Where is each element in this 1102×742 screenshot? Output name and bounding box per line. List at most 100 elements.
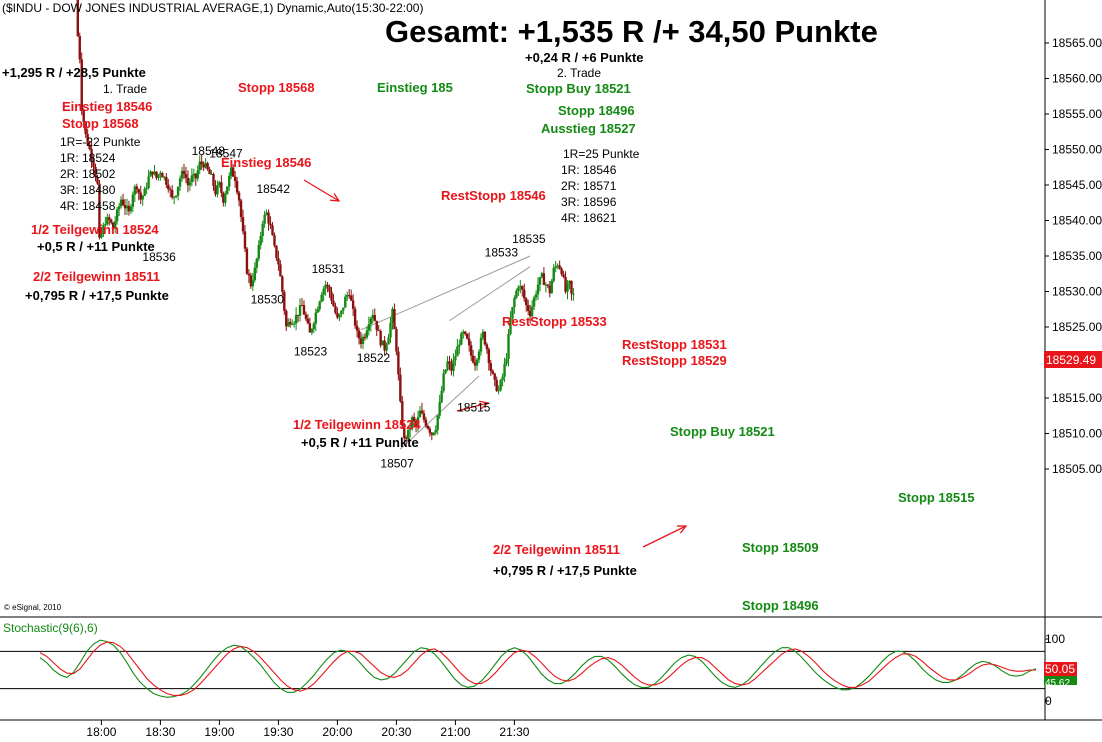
candle-body: [155, 171, 158, 178]
candle-body: [397, 351, 400, 375]
candle-body: [263, 214, 266, 224]
candle-body: [428, 428, 432, 433]
candle-body: [108, 217, 111, 220]
candle-body: [525, 298, 528, 306]
stoch-series-k: [39, 639, 1037, 698]
candle-body: [180, 170, 184, 179]
candle-body: [375, 320, 378, 331]
candle-body: [552, 267, 555, 281]
candle-body: [133, 186, 137, 195]
pivot-label: 18542: [257, 182, 291, 196]
candle-body: [418, 410, 422, 418]
candle-body: [336, 312, 339, 318]
pivot-label: 18531: [312, 262, 346, 276]
candle-body: [125, 205, 129, 209]
candle-body: [143, 188, 146, 196]
candle-body: [369, 318, 373, 325]
candle-body: [102, 225, 105, 235]
candle-body: [452, 360, 455, 371]
candle-body: [98, 183, 101, 238]
candle-body: [363, 336, 367, 338]
candle-body: [110, 219, 113, 223]
candle-body: [196, 170, 199, 179]
candle-body: [90, 148, 93, 161]
candle-body: [371, 315, 375, 319]
candle-body: [296, 314, 300, 316]
stoch-series-d: [39, 641, 1036, 696]
candle-body: [548, 285, 552, 294]
current-price: 18529.49: [1046, 353, 1096, 367]
candle-body: [218, 182, 221, 186]
candle-body: [84, 121, 87, 134]
candle-body: [127, 205, 131, 212]
candle-body: [184, 174, 188, 178]
t1-r: 1R=-22 Punkte: [60, 135, 141, 149]
candle-body: [349, 295, 353, 301]
candle-body: [497, 390, 500, 392]
candle-body: [334, 306, 337, 313]
candle-body: [434, 429, 437, 433]
pivot-label: 18548: [192, 144, 226, 158]
candle-body: [113, 221, 117, 229]
candle-body: [106, 217, 109, 225]
candle-body: [391, 308, 394, 323]
candle-body: [342, 307, 345, 311]
candle-body: [395, 329, 398, 352]
candle-body: [167, 184, 170, 190]
stoch-ticks: 0 100: [1045, 632, 1065, 708]
candle-body: [446, 361, 449, 370]
candle-body: [314, 312, 317, 324]
candle-body: [257, 244, 260, 259]
candle-body: [245, 248, 249, 274]
price-tick-label: 18525.00: [1052, 320, 1102, 334]
candle-body: [121, 199, 125, 205]
candle-body: [190, 175, 194, 183]
candle-body: [509, 318, 512, 334]
candle-body: [532, 297, 536, 307]
trend-line: [360, 255, 531, 331]
candle-body: [471, 355, 475, 363]
candle-body: [277, 258, 280, 265]
candle-body: [460, 333, 463, 345]
arrows: [303, 179, 688, 548]
candle-body: [564, 276, 567, 292]
current-price-box: [1044, 351, 1102, 368]
candle-body: [231, 167, 235, 177]
candle-body: [412, 417, 416, 422]
candle-body: [359, 338, 363, 345]
candle-body: [96, 176, 99, 184]
candle-body: [283, 291, 286, 311]
candle-body: [285, 310, 288, 327]
trend-line: [449, 266, 531, 322]
candle-body: [542, 273, 546, 285]
candle-body: [467, 338, 471, 346]
candle-body: [88, 144, 91, 149]
candle-body: [322, 288, 325, 295]
time-tick-label: 21:00: [440, 725, 470, 739]
candle-body: [112, 222, 115, 229]
stoch-d-value: 50.05: [1045, 662, 1075, 676]
candle-body: [544, 284, 548, 286]
candle-body: [239, 200, 243, 218]
candle-body: [259, 236, 262, 245]
candle-body: [281, 276, 284, 292]
candle-body: [320, 294, 323, 302]
candle-body: [340, 310, 343, 315]
price-tick-label: 18550.00: [1052, 143, 1102, 157]
candle-body: [174, 195, 178, 197]
candle-body: [161, 173, 164, 178]
candle-body: [403, 425, 406, 439]
candle-body: [540, 273, 544, 278]
reststopp-18531: RestStopp 18531: [622, 337, 727, 352]
candle-body: [165, 176, 168, 185]
candle-body: [157, 174, 160, 178]
candle-body: [306, 318, 310, 324]
t2-label: 2. Trade: [557, 66, 601, 80]
candle-body: [528, 311, 532, 317]
candle-body: [507, 333, 510, 359]
t2-r: 1R=25 Punkte: [563, 147, 640, 161]
candle-body: [275, 245, 278, 259]
partial1-mid-result: +0,5 R / +11 Punkte: [301, 435, 419, 450]
candle-body: [324, 284, 327, 289]
candle-body: [94, 166, 97, 177]
